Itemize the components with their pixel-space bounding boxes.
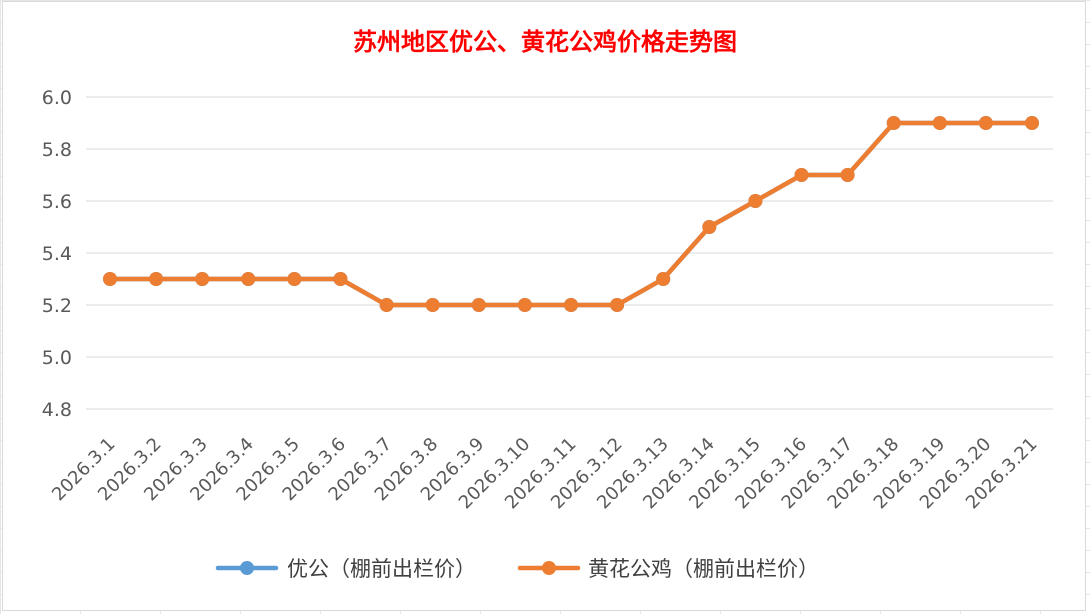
data-point bbox=[149, 272, 164, 286]
data-point bbox=[748, 194, 763, 208]
series-layer bbox=[103, 116, 1039, 312]
legend-label: 优公（棚前出栏价） bbox=[287, 557, 476, 581]
data-point bbox=[840, 168, 855, 182]
y-tick-label: 4.8 bbox=[42, 399, 72, 421]
legend-item-2: 黄花公鸡（棚前出栏价） bbox=[517, 557, 819, 581]
data-point bbox=[978, 116, 993, 130]
data-point bbox=[656, 272, 671, 286]
data-point bbox=[471, 298, 486, 312]
y-tick-label: 5.4 bbox=[42, 243, 72, 265]
y-tick-label: 5.2 bbox=[42, 295, 72, 317]
legend-label: 黄花公鸡（棚前出栏价） bbox=[588, 557, 819, 581]
legend-dot-marker bbox=[542, 561, 556, 575]
data-point bbox=[702, 220, 717, 234]
legend-item-1: 优公（棚前出栏价） bbox=[215, 557, 476, 581]
data-point bbox=[932, 116, 947, 130]
legend-dot-marker bbox=[240, 561, 254, 575]
data-point bbox=[517, 298, 532, 312]
data-point bbox=[564, 298, 578, 312]
data-point bbox=[425, 298, 440, 312]
data-point bbox=[610, 298, 625, 312]
y-tick-label: 5.8 bbox=[42, 139, 72, 161]
y-tick-label: 6.0 bbox=[42, 87, 72, 109]
data-point bbox=[287, 272, 302, 286]
data-point bbox=[333, 272, 348, 286]
legend[interactable]: 优公（棚前出栏价） 黄花公鸡（棚前出栏价） bbox=[215, 557, 819, 581]
data-point bbox=[1025, 116, 1039, 130]
data-point bbox=[886, 116, 901, 130]
y-tick-label: 5.0 bbox=[42, 347, 72, 369]
data-point bbox=[794, 168, 809, 182]
y-tick-label: 5.6 bbox=[42, 191, 72, 213]
data-point bbox=[379, 298, 394, 312]
gridlines bbox=[86, 96, 1053, 410]
x-axis-ticks: 2026.3.12026.3.22026.3.32026.3.42026.3.5… bbox=[48, 434, 1042, 514]
data-point bbox=[103, 272, 117, 286]
chart-title: 苏州地区优公、黄花公鸡价格走势图 bbox=[353, 28, 737, 56]
data-point bbox=[241, 272, 256, 286]
y-axis-ticks: 6.0 5.8 5.6 5.4 5.2 5.0 4.8 bbox=[42, 87, 72, 421]
series-2 bbox=[103, 116, 1039, 312]
data-point bbox=[195, 272, 210, 286]
